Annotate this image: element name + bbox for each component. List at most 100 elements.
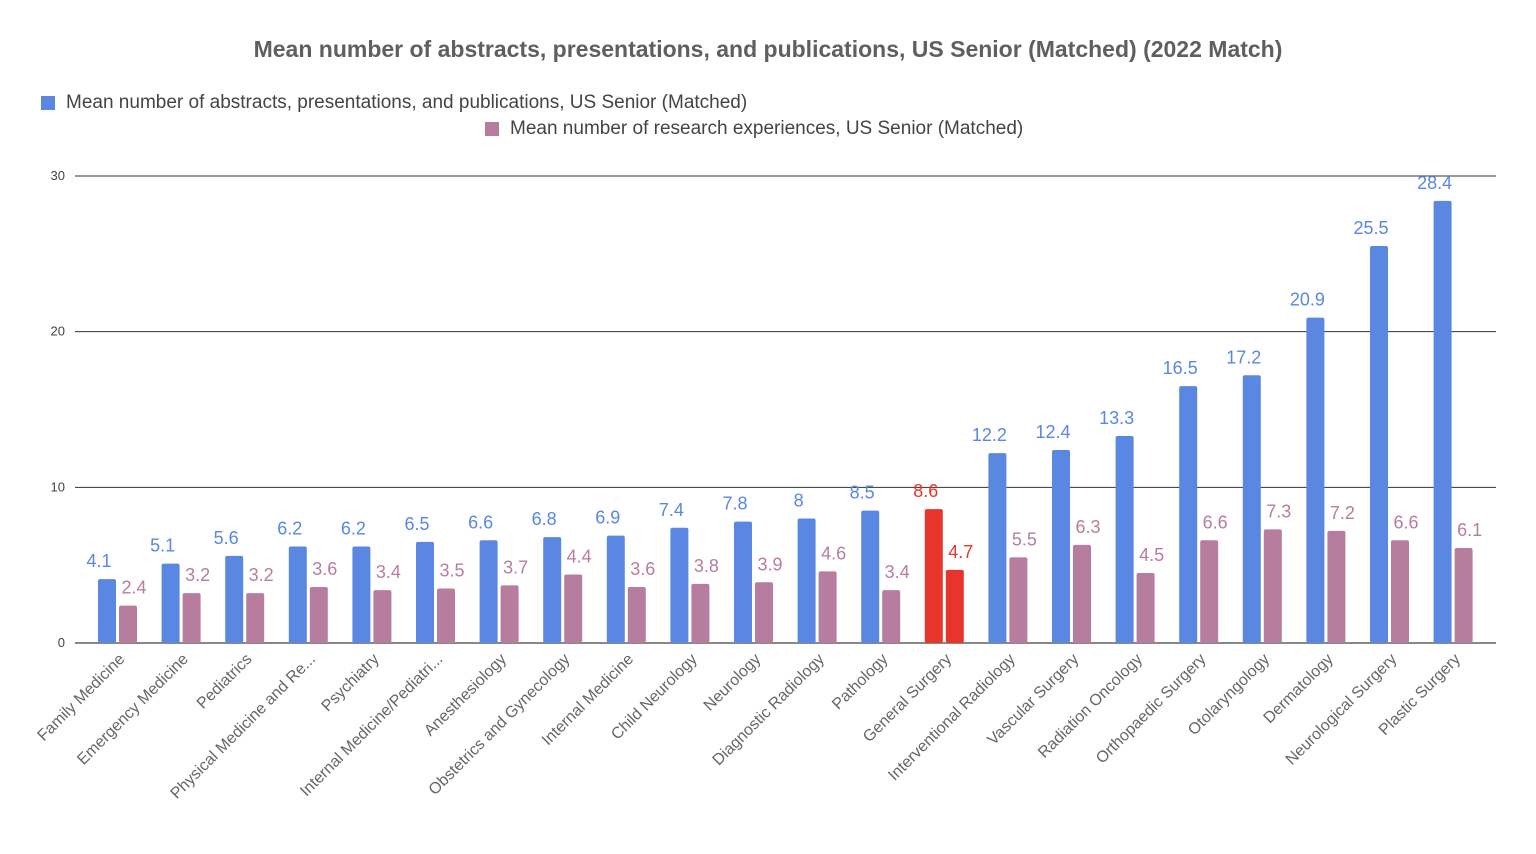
data-label: 3.4 xyxy=(885,562,910,582)
bar-abstracts xyxy=(1306,317,1325,643)
x-tick-label: Neurological Surgery xyxy=(1283,651,1401,769)
data-label: 16.5 xyxy=(1163,358,1198,378)
x-tick-label: Pediatrics xyxy=(194,651,256,713)
data-label: 7.8 xyxy=(722,494,747,514)
bar-abstracts xyxy=(797,518,816,643)
data-label: 6.2 xyxy=(341,518,366,538)
data-label: 3.6 xyxy=(312,559,337,579)
legend-item-research: Mean number of research experiences, US … xyxy=(485,118,1023,140)
bar-research xyxy=(373,590,392,643)
bar-abstracts xyxy=(924,509,943,643)
bar-research xyxy=(1454,548,1473,643)
bar-abstracts xyxy=(1433,200,1452,643)
bar-research xyxy=(818,571,837,643)
bar-abstracts xyxy=(352,546,371,643)
data-label: 5.5 xyxy=(1012,529,1037,549)
bar-abstracts xyxy=(543,537,562,643)
bar-abstracts xyxy=(734,521,752,643)
bar-abstracts xyxy=(606,535,625,643)
bar-research xyxy=(500,585,519,643)
y-tick-label: 0 xyxy=(58,635,65,650)
data-label: 8.6 xyxy=(913,481,938,501)
bar-abstracts xyxy=(1370,246,1388,644)
bar-abstracts xyxy=(1115,435,1134,643)
bar-research xyxy=(1009,557,1028,643)
data-label: 7.4 xyxy=(659,500,684,520)
legend-item-abstracts: Mean number of abstracts, presentations,… xyxy=(41,92,747,114)
bar-abstracts xyxy=(225,555,244,643)
data-label: 3.5 xyxy=(439,561,464,581)
y-tick-label: 20 xyxy=(51,324,65,339)
bar-abstracts xyxy=(1242,375,1261,643)
bar-research xyxy=(691,583,710,643)
data-label: 8 xyxy=(794,490,804,510)
x-tick-label: Psychiatry xyxy=(319,651,383,715)
data-label: 6.6 xyxy=(468,512,493,532)
data-label: 4.5 xyxy=(1139,545,1164,565)
bar-research xyxy=(437,588,455,643)
bar-research xyxy=(119,605,137,643)
bar-research xyxy=(182,593,201,643)
data-label: 6.5 xyxy=(404,514,429,534)
data-label: 6.9 xyxy=(595,508,620,528)
legend-label-abstracts: Mean number of abstracts, presentations,… xyxy=(66,92,748,113)
bar-abstracts xyxy=(479,540,498,643)
data-label: 25.5 xyxy=(1353,218,1388,238)
bar-research xyxy=(1073,544,1091,643)
bar-research xyxy=(627,586,646,643)
data-label: 8.5 xyxy=(850,483,875,503)
data-label: 3.4 xyxy=(376,562,401,582)
bar-abstracts xyxy=(1179,386,1198,643)
chart-title: Mean number of abstracts, presentations,… xyxy=(253,36,1283,62)
data-label: 2.4 xyxy=(121,578,146,598)
data-label: 6.6 xyxy=(1393,512,1418,532)
y-tick-label: 30 xyxy=(51,168,65,183)
legend-swatch-abstracts xyxy=(41,96,55,110)
data-label: 4.7 xyxy=(948,542,973,562)
x-tick-label: Pathology xyxy=(829,651,891,713)
data-label: 6.3 xyxy=(1075,517,1100,537)
x-tick-label: Radiation Oncology xyxy=(1035,651,1146,762)
data-label: 6.8 xyxy=(532,509,557,529)
data-label: 3.7 xyxy=(503,557,528,577)
y-tick-label: 10 xyxy=(51,479,65,494)
legend-label-research: Mean number of research experiences, US … xyxy=(510,118,1024,139)
x-tick-label: Interventional Radiology xyxy=(885,651,1018,784)
bar-research xyxy=(564,574,583,643)
data-label: 3.6 xyxy=(630,559,655,579)
bar-research xyxy=(882,590,901,643)
data-label: 4.1 xyxy=(86,551,111,571)
data-label: 6.2 xyxy=(277,518,302,538)
data-label: 3.8 xyxy=(694,556,719,576)
bar-abstracts xyxy=(1052,449,1070,643)
bar-research xyxy=(945,569,964,643)
legend-swatch-research xyxy=(485,122,499,136)
bar-abstracts xyxy=(670,527,689,643)
data-label: 5.1 xyxy=(150,536,175,556)
bar-abstracts xyxy=(288,546,307,643)
bar-abstracts xyxy=(861,510,880,643)
data-label: 12.4 xyxy=(1035,422,1070,442)
bar-abstracts xyxy=(161,563,180,643)
x-tick-label: Neurology xyxy=(701,651,765,715)
data-label: 5.6 xyxy=(214,528,239,548)
data-label: 7.3 xyxy=(1266,501,1291,521)
data-label: 3.2 xyxy=(249,565,274,585)
data-label: 28.4 xyxy=(1417,173,1452,193)
bar-abstracts xyxy=(416,541,434,643)
data-label: 3.9 xyxy=(757,554,782,574)
bar-research xyxy=(1263,529,1282,643)
data-label: 13.3 xyxy=(1099,408,1134,428)
bar-research xyxy=(1136,572,1155,643)
bar-research xyxy=(1391,540,1409,643)
bar-research xyxy=(246,593,265,643)
bar-research xyxy=(1200,540,1219,643)
data-label: 6.1 xyxy=(1457,520,1482,540)
data-label: 6.6 xyxy=(1203,512,1228,532)
bar-research xyxy=(309,586,328,643)
bar-research xyxy=(755,582,773,643)
bar-abstracts xyxy=(98,579,116,643)
bar-abstracts xyxy=(988,453,1007,643)
data-label: 3.2 xyxy=(185,565,210,585)
